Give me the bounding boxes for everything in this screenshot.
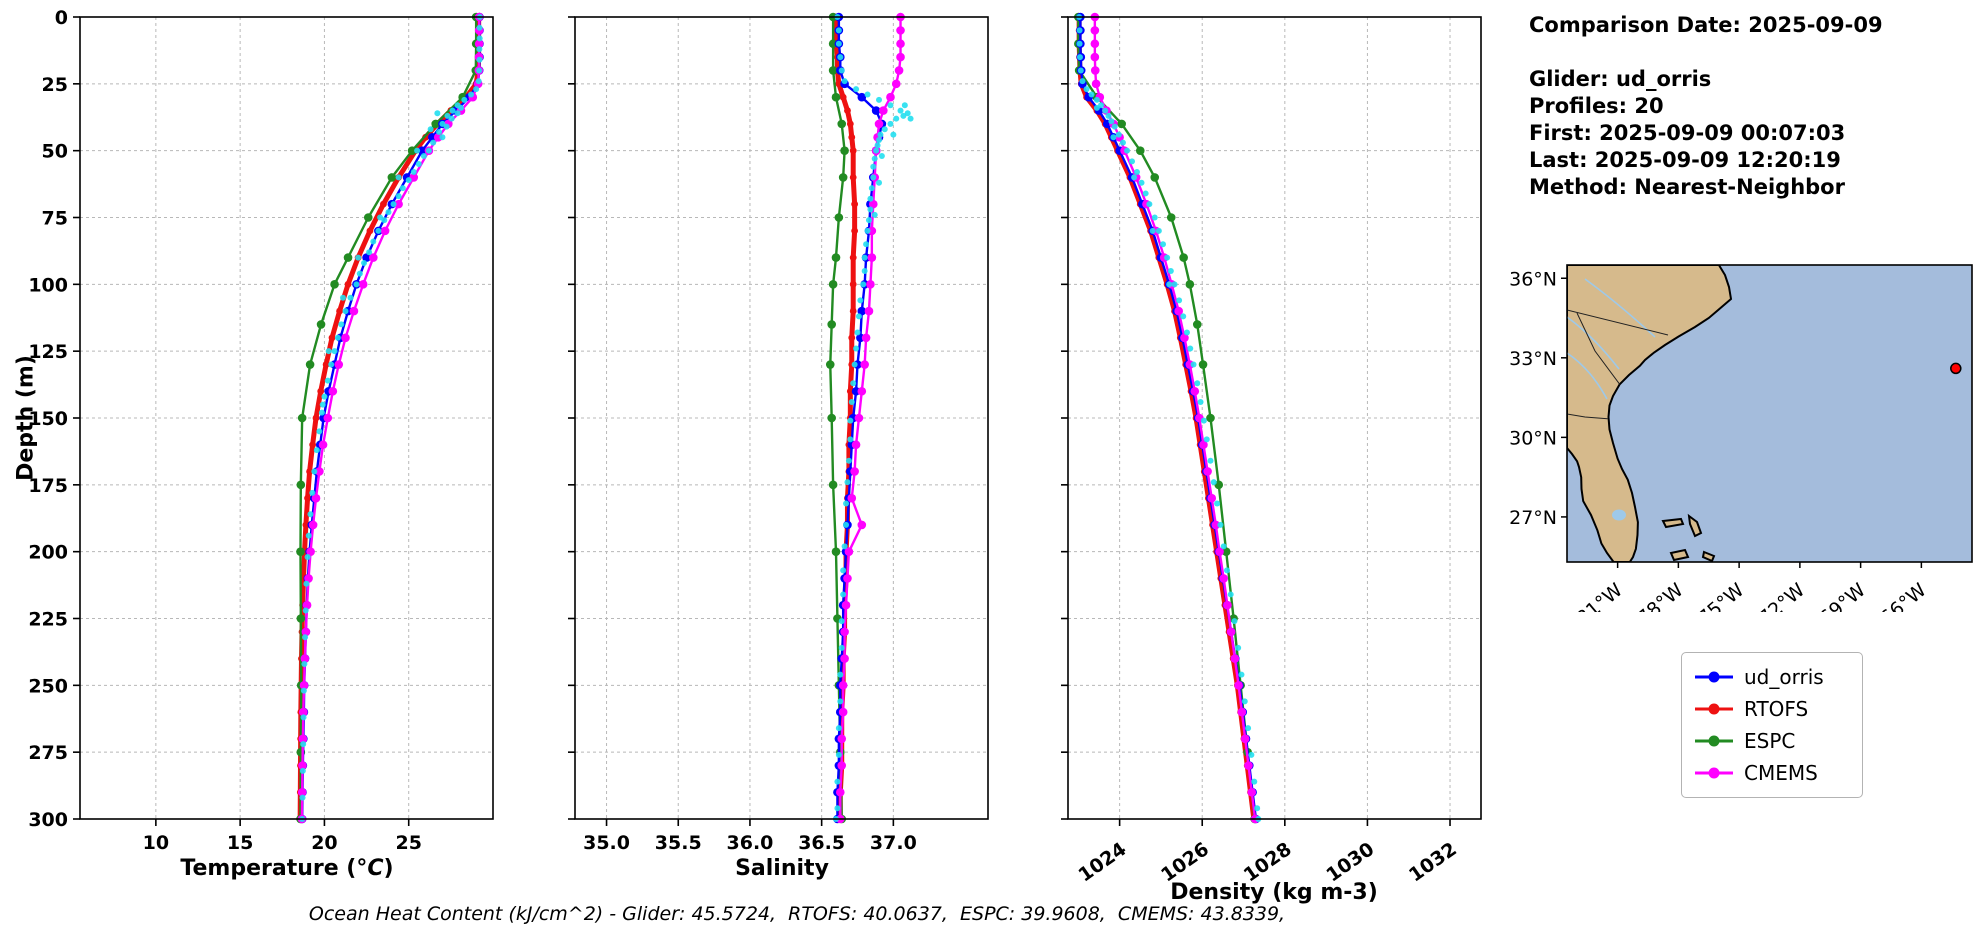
series-glider_obs-salinity bbox=[832, 14, 914, 822]
svg-text:50: 50 bbox=[42, 141, 68, 163]
map-border bbox=[1566, 264, 1973, 563]
svg-text:125: 125 bbox=[28, 341, 68, 363]
svg-text:78°W: 78°W bbox=[1633, 579, 1687, 612]
legend-item-rtofs: RTOFS bbox=[1694, 693, 1850, 725]
legend-label-rtofs: RTOFS bbox=[1744, 697, 1809, 721]
river-line bbox=[1567, 352, 1608, 400]
legend-item-ud_orris: ud_orris bbox=[1694, 661, 1850, 693]
last-profile-time-text: Last: 2025-09-09 12:20:19 bbox=[1529, 148, 1841, 172]
temperature-axis-title-unit: °C bbox=[356, 856, 384, 881]
river-line bbox=[1567, 316, 1620, 370]
legend-label-cmems: CMEMS bbox=[1744, 761, 1818, 785]
svg-text:27°N: 27°N bbox=[1509, 507, 1557, 529]
method-text: Method: Nearest-Neighbor bbox=[1529, 175, 1845, 199]
svg-text:225: 225 bbox=[28, 609, 68, 631]
legend-swatch-rtofs bbox=[1695, 703, 1733, 715]
svg-text:75: 75 bbox=[42, 208, 68, 230]
svg-text:66°W: 66°W bbox=[1876, 579, 1930, 612]
svg-text:275: 275 bbox=[28, 742, 68, 764]
temperature-axis-title-suffix: ) bbox=[383, 856, 394, 881]
legend-label-espc: ESPC bbox=[1744, 729, 1796, 753]
coastline-land bbox=[1567, 265, 1733, 562]
gridlines-salinity bbox=[575, 16, 988, 820]
svg-text:81°W: 81°W bbox=[1573, 579, 1627, 612]
bahamas-island bbox=[1687, 513, 1703, 538]
bahamas-island bbox=[1669, 548, 1690, 562]
svg-text:36.0: 36.0 bbox=[727, 832, 774, 854]
svg-text:100: 100 bbox=[28, 274, 68, 296]
density-axis-title: Density (kg m-3) bbox=[1170, 880, 1378, 905]
bahamas-island bbox=[1701, 550, 1716, 562]
metadata-block: Comparison Date: 2025-09-09 Glider: ud_o… bbox=[1529, 12, 1883, 201]
svg-text:300: 300 bbox=[28, 809, 68, 831]
svg-text:35.0: 35.0 bbox=[583, 832, 630, 854]
svg-text:250: 250 bbox=[28, 675, 68, 697]
glider-name-text: Glider: ud_orris bbox=[1529, 67, 1712, 91]
glider-location-marker bbox=[1950, 362, 1962, 375]
svg-text:33°N: 33°N bbox=[1509, 348, 1557, 370]
series-CMEMS-salinity bbox=[835, 12, 905, 824]
svg-text:200: 200 bbox=[28, 542, 68, 564]
series-ESPC-salinity bbox=[825, 12, 849, 824]
svg-text:150: 150 bbox=[28, 408, 68, 430]
map-geography bbox=[1567, 265, 1962, 562]
comparison-date-text: Comparison Date: 2025-09-09 bbox=[1529, 13, 1883, 37]
legend-item-espc: ESPC bbox=[1694, 725, 1850, 757]
location-map: 81°W 78°W 75°W 72°W 69°W 66°W 36°N 33°N 30°N 27°N bbox=[1509, 264, 1973, 612]
svg-text:175: 175 bbox=[28, 475, 68, 497]
salinity-axis-title: Salinity bbox=[735, 856, 829, 881]
first-profile-time-text: First: 2025-09-09 00:07:03 bbox=[1529, 121, 1846, 145]
legend-swatch-cmems bbox=[1695, 767, 1733, 779]
svg-text:37.0: 37.0 bbox=[870, 832, 917, 854]
series-glider_obs-density bbox=[1076, 14, 1262, 822]
svg-text:75°W: 75°W bbox=[1694, 579, 1748, 612]
legend-label-ud_orris: ud_orris bbox=[1744, 665, 1824, 689]
metadata-spacer bbox=[1529, 39, 1883, 66]
svg-text:10: 10 bbox=[143, 832, 169, 854]
svg-text:0: 0 bbox=[55, 7, 68, 29]
lake-okeechobee bbox=[1612, 509, 1626, 521]
panel-salinity: 35.0 35.5 36.0 36.5 37.0 bbox=[568, 12, 989, 854]
panel-density: 1024 1026 1028 1030 1032 bbox=[1061, 12, 1482, 886]
svg-text:15: 15 bbox=[227, 832, 253, 854]
svg-text:25: 25 bbox=[42, 74, 68, 96]
bahamas-island bbox=[1661, 517, 1685, 529]
svg-text:69°W: 69°W bbox=[1816, 579, 1870, 612]
temperature-axis-title-prefix: Temperature ( bbox=[180, 856, 357, 881]
svg-text:36°N: 36°N bbox=[1509, 268, 1557, 290]
ohc-caption: Ocean Heat Content (kJ/cm^2) - Glider: 4… bbox=[308, 903, 1286, 925]
temperature-axis-title: Temperature (°C) bbox=[180, 856, 393, 881]
legend-swatch-ud_orris bbox=[1695, 671, 1733, 683]
svg-text:25: 25 bbox=[395, 832, 421, 854]
svg-text:20: 20 bbox=[311, 832, 337, 854]
state-border bbox=[1567, 413, 1608, 420]
ticks-salinity: 35.0 35.5 36.0 36.5 37.0 bbox=[568, 16, 917, 854]
state-border bbox=[1576, 312, 1621, 385]
state-border bbox=[1567, 309, 1669, 336]
legend-item-cmems: CMEMS bbox=[1694, 757, 1850, 789]
depth-axis-label: Depth (m) bbox=[13, 355, 39, 481]
svg-text:72°W: 72°W bbox=[1755, 579, 1809, 612]
svg-text:35.5: 35.5 bbox=[655, 832, 702, 854]
svg-text:36.5: 36.5 bbox=[798, 832, 845, 854]
svg-text:1024: 1024 bbox=[1075, 838, 1131, 886]
legend-swatch-espc bbox=[1695, 735, 1733, 747]
panel-temperature: 10 15 20 2502550751001251501752002252502753… bbox=[28, 7, 494, 854]
series-glider_obs-temperature bbox=[299, 14, 483, 822]
profiles-count-text: Profiles: 20 bbox=[1529, 94, 1664, 118]
ticks-temperature: 10 15 20 2502550751001251501752002252502753… bbox=[28, 7, 422, 854]
svg-text:1032: 1032 bbox=[1405, 838, 1461, 886]
svg-text:30°N: 30°N bbox=[1509, 427, 1557, 449]
legend: ud_orris RTOFS ESPC CMEMS bbox=[1681, 652, 1863, 798]
